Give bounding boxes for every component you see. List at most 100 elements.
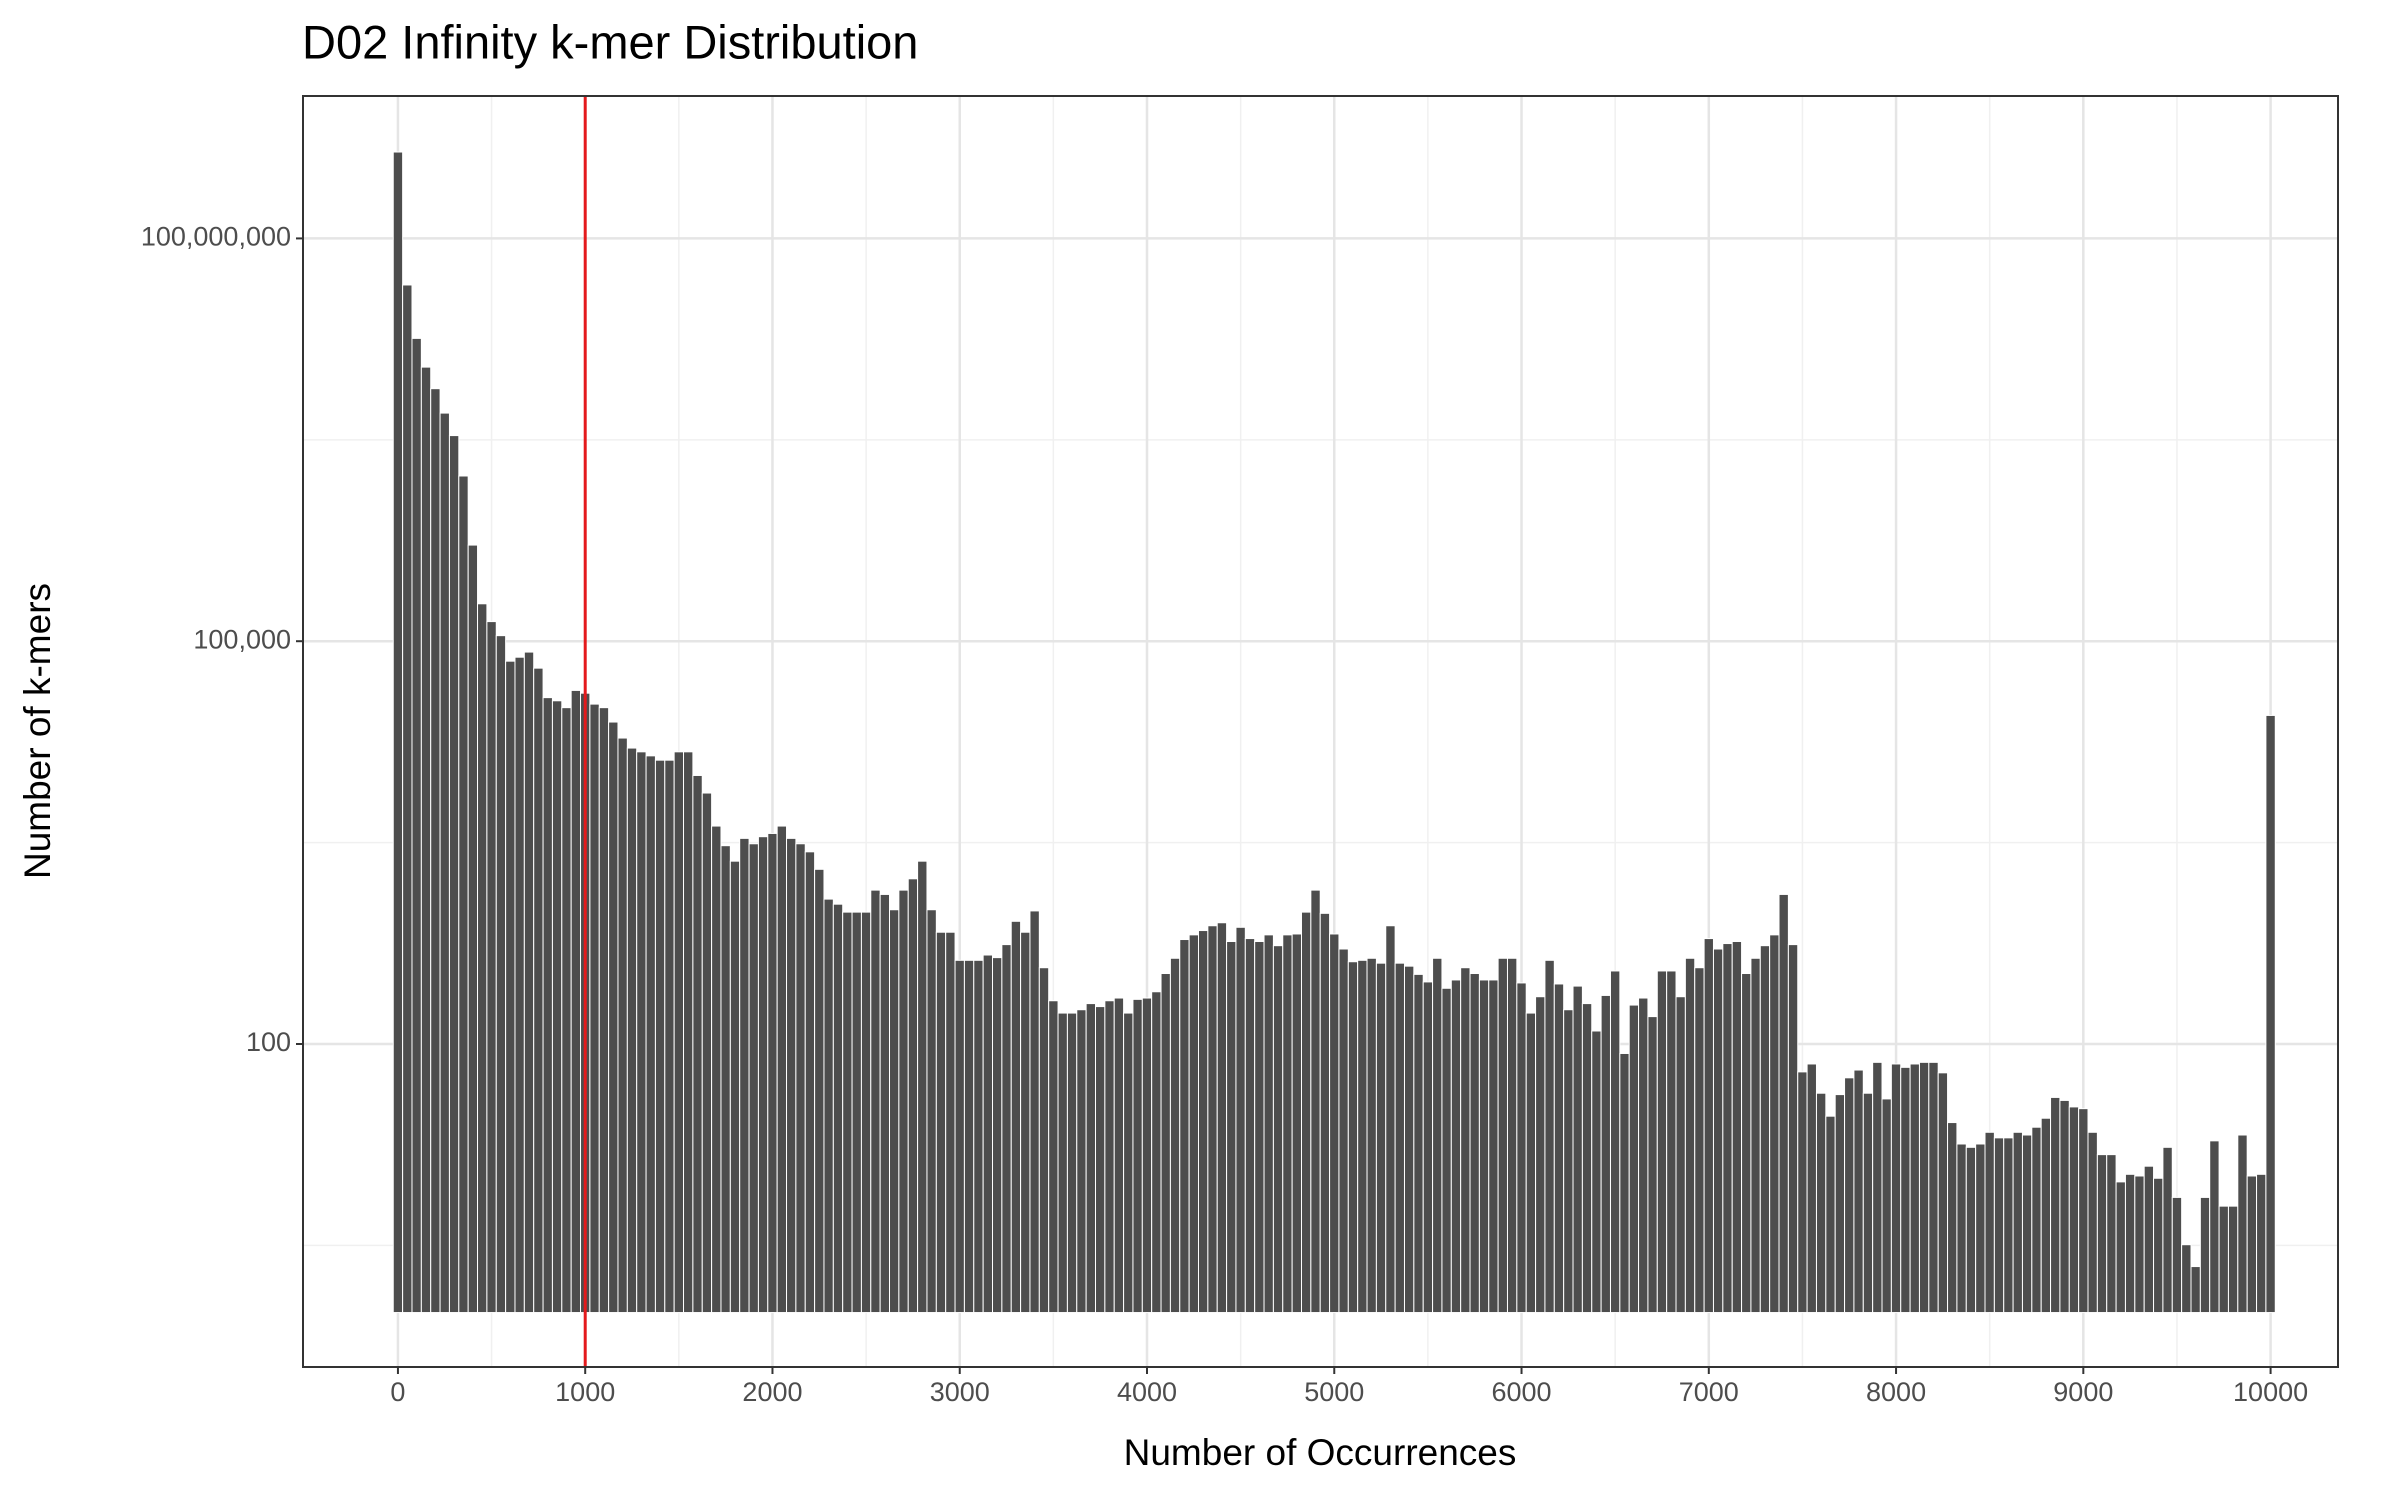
bar xyxy=(1909,1063,1920,1314)
bar xyxy=(2115,1181,2126,1314)
bar xyxy=(1460,967,1471,1314)
bar xyxy=(1488,979,1499,1314)
bar xyxy=(1581,1003,1593,1314)
bar xyxy=(1703,938,1714,1314)
bar xyxy=(2171,1196,2183,1314)
bar xyxy=(514,656,525,1314)
bar xyxy=(832,903,844,1314)
bar xyxy=(954,959,965,1314)
bar xyxy=(1572,985,1583,1314)
bar xyxy=(505,660,516,1314)
bar xyxy=(1628,1004,1640,1314)
bar xyxy=(1834,1094,1846,1314)
bar xyxy=(430,388,441,1314)
bar xyxy=(2237,1134,2248,1314)
bar xyxy=(1600,994,1611,1314)
bar xyxy=(1282,934,1293,1314)
bar xyxy=(2199,1196,2211,1314)
bar xyxy=(1619,1052,1630,1314)
bar xyxy=(851,911,862,1314)
bar xyxy=(1890,1063,1902,1314)
bar xyxy=(926,909,937,1314)
x-tick-label: 1000 xyxy=(555,1377,615,1407)
bar xyxy=(1797,1071,1808,1314)
bar xyxy=(1853,1069,1864,1314)
bar xyxy=(1712,948,1724,1314)
bar xyxy=(1029,910,1040,1314)
bar xyxy=(1310,889,1321,1314)
bar xyxy=(2181,1244,2192,1314)
y-tick-label: 100,000,000 xyxy=(141,222,291,252)
bar xyxy=(1506,957,1518,1314)
bar xyxy=(2246,1175,2258,1314)
bar xyxy=(1300,911,1312,1314)
bar xyxy=(1432,957,1443,1314)
bar xyxy=(1937,1072,1949,1314)
bar xyxy=(1862,1092,1874,1314)
bar xyxy=(1235,926,1246,1314)
bar xyxy=(533,667,544,1314)
bar xyxy=(1272,945,1284,1314)
bar xyxy=(1544,959,1555,1314)
bar xyxy=(1385,925,1396,1314)
bar xyxy=(935,931,947,1314)
bar xyxy=(1722,943,1733,1314)
bar xyxy=(673,751,685,1314)
bar xyxy=(776,825,788,1314)
x-axis-label: Number of Occurrences xyxy=(1124,1432,1517,1473)
bar xyxy=(1900,1066,1911,1314)
bar xyxy=(626,747,638,1314)
bar xyxy=(1478,979,1490,1314)
bar xyxy=(1965,1146,1977,1314)
bar xyxy=(2087,1131,2098,1314)
bar xyxy=(1160,973,1171,1314)
bar xyxy=(1179,939,1190,1314)
bar xyxy=(1844,1077,1855,1314)
bar xyxy=(1778,893,1789,1314)
bar xyxy=(1113,997,1125,1314)
bar xyxy=(589,703,600,1314)
bar xyxy=(1656,970,1668,1314)
bar xyxy=(617,737,628,1314)
bar xyxy=(982,954,994,1314)
bar xyxy=(1057,1012,1068,1314)
bar xyxy=(570,689,582,1314)
bar xyxy=(1975,1143,1986,1314)
bar xyxy=(2078,1108,2089,1314)
bar xyxy=(1169,957,1181,1314)
bar xyxy=(1001,944,1012,1314)
bar xyxy=(2050,1096,2061,1314)
bar xyxy=(973,959,984,1314)
bar xyxy=(786,837,797,1314)
bar xyxy=(1825,1115,1836,1314)
bar xyxy=(2106,1154,2117,1314)
bar xyxy=(1609,970,1621,1314)
bar xyxy=(1638,997,1649,1314)
bar xyxy=(814,868,825,1314)
bar xyxy=(1207,925,1218,1314)
bar xyxy=(2256,1173,2267,1314)
bar xyxy=(636,751,647,1314)
bar xyxy=(523,651,535,1314)
bar xyxy=(1918,1061,1930,1314)
bar xyxy=(2218,1205,2229,1314)
bar xyxy=(1535,996,1546,1314)
bar xyxy=(1675,996,1686,1314)
bar xyxy=(1956,1143,1967,1314)
bar xyxy=(879,893,891,1314)
bar xyxy=(458,475,469,1314)
bar xyxy=(1928,1061,1939,1314)
bar xyxy=(2059,1099,2070,1314)
bar xyxy=(1132,998,1143,1314)
bar xyxy=(1357,959,1368,1314)
bar xyxy=(767,832,778,1314)
x-tick-label: 4000 xyxy=(1117,1377,1177,1407)
bar xyxy=(2040,1117,2052,1314)
bar xyxy=(1563,1009,1574,1314)
y-tick-label: 100 xyxy=(246,1027,291,1057)
bar xyxy=(1188,934,1199,1314)
bar xyxy=(1806,1063,1817,1314)
bar xyxy=(1591,1030,1602,1314)
bar xyxy=(1394,962,1405,1314)
